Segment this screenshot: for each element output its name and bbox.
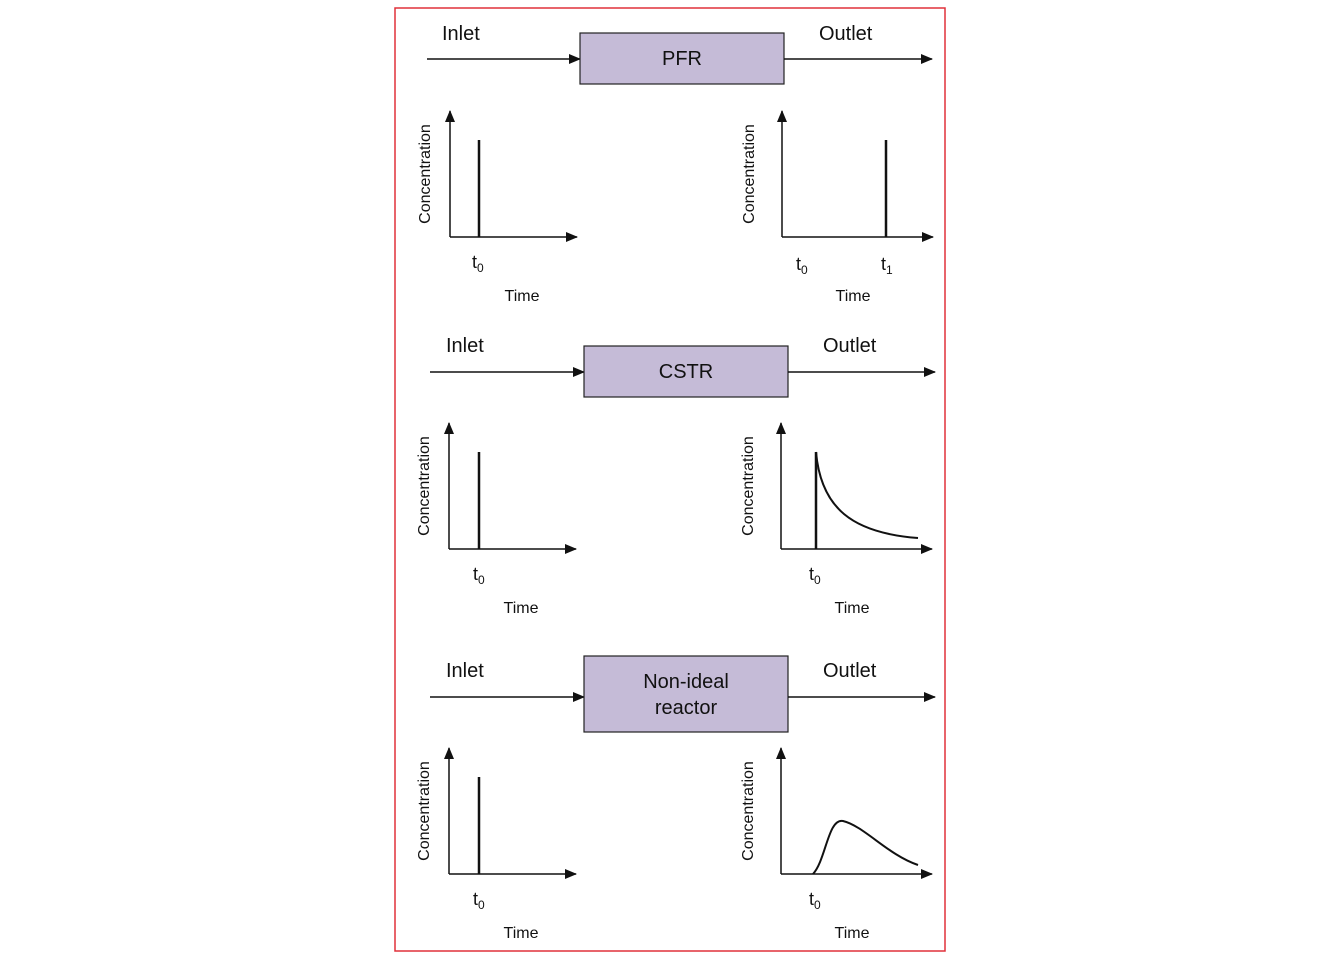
tick-label-t0: t0	[473, 564, 485, 587]
tick-label-t0: t0	[809, 889, 821, 912]
x-axis-label: Time	[504, 600, 539, 617]
tick-label-t0: t0	[809, 564, 821, 587]
outlet-label: Outlet	[823, 660, 877, 682]
inlet-plot: Concentration t0 Time	[417, 110, 578, 305]
non-ideal-section: Inlet Non-ideal reactor Outlet Concentra…	[416, 655, 936, 942]
inlet-label: Inlet	[442, 23, 480, 45]
reactor-label: CSTR	[659, 361, 713, 383]
outlet-plot: Concentration t0 Time	[740, 422, 933, 617]
inlet-label: Inlet	[446, 335, 484, 357]
inlet-plot: Concentration t0 Time	[416, 422, 577, 617]
x-axis-label: Time	[505, 288, 540, 305]
reactor-label-line2: reactor	[655, 697, 718, 719]
reactor-box	[583, 655, 789, 733]
y-axis-label: Concentration	[740, 436, 757, 536]
y-axis-label: Concentration	[741, 124, 758, 224]
tick-label-t0: t0	[473, 889, 485, 912]
outlet-plot: Concentration t0 t1 Time	[741, 110, 934, 305]
x-axis-label: Time	[835, 925, 870, 942]
outer-frame	[394, 7, 946, 952]
y-axis-label: Concentration	[416, 436, 433, 536]
decay-curve	[815, 451, 919, 539]
x-axis-label: Time	[836, 288, 871, 305]
outlet-label: Outlet	[823, 335, 877, 357]
cstr-section: Inlet CSTR Outlet Concentration t0 Time …	[416, 335, 936, 617]
tick-label-t1: t1	[881, 254, 893, 277]
skewed-peak-curve	[812, 819, 919, 875]
reactor-box	[583, 345, 789, 398]
outlet-plot: Concentration t0 Time	[740, 747, 933, 942]
tick-label-t0: t0	[796, 254, 808, 277]
y-axis-label: Concentration	[416, 761, 433, 861]
pfr-section: Inlet PFR Outlet Concentration t0 Time C…	[417, 23, 934, 305]
inlet-label: Inlet	[446, 660, 484, 682]
y-axis-label: Concentration	[740, 761, 757, 861]
reactor-label-line1: Non-ideal	[643, 671, 729, 693]
inlet-plot: Concentration t0 Time	[416, 747, 577, 942]
outlet-label: Outlet	[819, 23, 873, 45]
reactor-label: PFR	[662, 48, 702, 70]
x-axis-label: Time	[504, 925, 539, 942]
tick-label-t0: t0	[472, 252, 484, 275]
y-axis-label: Concentration	[417, 124, 434, 224]
x-axis-label: Time	[835, 600, 870, 617]
